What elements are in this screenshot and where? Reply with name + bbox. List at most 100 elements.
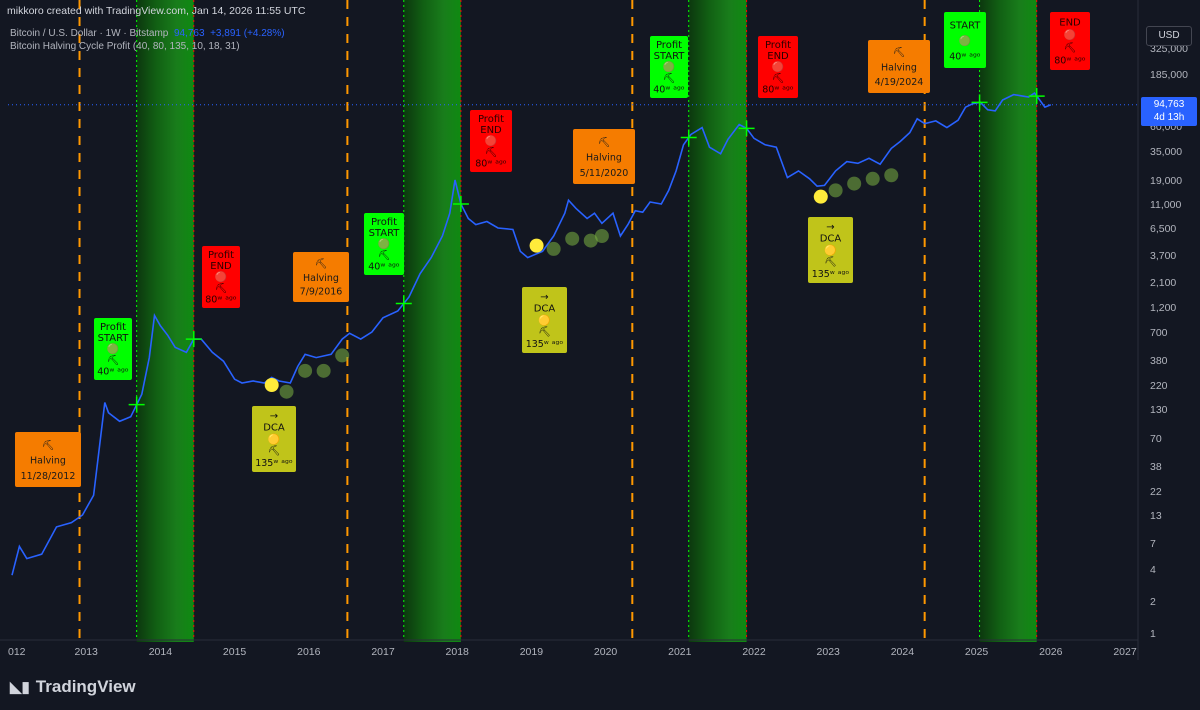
x-tick-label: 2022 <box>742 646 766 658</box>
btc-price-series <box>11 92 1052 576</box>
accumulation-dot <box>583 233 598 248</box>
profit-start-label-text: 40ʷ ᵃᵍᵒ <box>949 52 981 63</box>
halving-label-box <box>293 252 349 302</box>
y-tick-label: 380 <box>1150 355 1168 367</box>
profit-end-label-text: 80ʷ ᵃᵍᵒ <box>1054 55 1086 66</box>
halving-label-box <box>573 129 635 184</box>
profit-start-label-text: 40ʷ ᵃᵍᵒ <box>97 366 129 377</box>
y-tick-label: 6,500 <box>1150 223 1176 235</box>
profit-end-label-text: 🔴 <box>215 270 227 283</box>
profit-start-label-text: 40ʷ ᵃᵍᵒ <box>653 84 685 95</box>
currency-button[interactable]: USD <box>1146 26 1192 46</box>
profit-start-label-text: 🟢 <box>378 237 390 250</box>
footer-bar <box>0 672 1200 710</box>
x-tick-label: 2020 <box>594 646 618 658</box>
profit-end-label-text: 🔴 <box>1064 28 1076 41</box>
profit-start-label-text: START <box>369 228 401 239</box>
profit-zone-band <box>403 0 461 642</box>
dca-label-text: → <box>540 292 548 303</box>
halving-label-box <box>15 432 81 487</box>
x-tick-label: 2016 <box>297 646 321 658</box>
halving-label: ⛏ Halving 4/19/2024 <box>868 40 930 93</box>
profit-start-label-text: ⛏ <box>663 72 676 84</box>
profit-end-label-text: Profit <box>478 114 504 125</box>
accumulation-dot <box>335 348 350 363</box>
profit-zone-band <box>136 0 194 642</box>
y-tick-label: 1,200 <box>1150 302 1176 314</box>
y-tick-label: 7 <box>1150 538 1156 550</box>
profit-start-label: START 🟢 40ʷ ᵃᵍᵒ <box>944 12 986 68</box>
dca-label-text: → <box>826 222 834 233</box>
accumulation-dot <box>594 229 609 244</box>
y-tick-label: 70 <box>1150 433 1162 445</box>
x-tick-label: 2023 <box>817 646 841 658</box>
halving-label-text: ⛏ <box>42 439 55 451</box>
profit-end-label-text: 80ʷ ᵃᵍᵒ <box>205 294 237 305</box>
profit-start-label-text: Profit <box>371 217 397 228</box>
y-tick-label: 2 <box>1150 596 1156 608</box>
halving-label-text: Halving <box>586 153 622 164</box>
dca-label-text: ⛏ <box>824 256 837 268</box>
accumulation-dot <box>298 363 313 378</box>
profit-start-label-text: ⛏ <box>107 354 120 366</box>
y-tick-label: 130 <box>1150 404 1168 416</box>
accumulation-dot <box>279 384 294 399</box>
y-tick-label: 1 <box>1150 628 1156 640</box>
price-tag-value: 94,763 <box>1153 99 1185 110</box>
y-tick-label: 700 <box>1150 327 1168 339</box>
x-tick-label: 2017 <box>371 646 395 658</box>
halving-label-text: Halving <box>881 62 917 73</box>
profit-start-label-box <box>650 36 688 98</box>
y-tick-label: 38 <box>1150 461 1162 473</box>
dca-label-text: ⛏ <box>268 445 281 457</box>
y-tick-label: 4 <box>1150 564 1156 576</box>
current-price-tag: 94,763 4d 13h <box>1141 97 1197 126</box>
dca-label: →DCA🟡⛏135ʷ ᵃᵍᵒ <box>808 217 853 283</box>
dca-label-text: → <box>270 411 278 422</box>
dca-label-text: DCA <box>820 234 842 245</box>
x-tick-label: 2019 <box>520 646 544 658</box>
halving-label-text: Halving <box>30 456 66 467</box>
y-tick-label: 19,000 <box>1150 175 1182 187</box>
y-tick-label: 22 <box>1150 486 1162 498</box>
profit-start-label-box <box>944 12 986 68</box>
dca-label-text: 🟡 <box>824 243 836 256</box>
dca-label-box <box>252 406 296 472</box>
profit-end-label-text: ⛏ <box>772 72 785 84</box>
dca-label-text: 135ʷ ᵃᵍᵒ <box>812 269 850 280</box>
profit-zone-band <box>979 0 1037 642</box>
price-change: +3,891 (+4.28%) <box>210 28 285 39</box>
y-tick-label: 35,000 <box>1150 146 1182 158</box>
dca-label-text: 🟡 <box>268 432 280 445</box>
brand-name: TradingView <box>35 677 136 696</box>
halving-label-text: 5/11/2020 <box>580 168 629 179</box>
dca-label-box <box>808 217 853 283</box>
profit-start-label-text: 40ʷ ᵃᵍᵒ <box>368 261 400 272</box>
profit-end-label-text: END <box>767 51 789 62</box>
tradingview-logo-icon: ◣▮ <box>10 679 30 696</box>
accumulation-dot <box>865 171 880 186</box>
profit-end-label-box <box>758 36 798 98</box>
profit-end-label-text: Profit <box>765 40 791 51</box>
dca-label-text: 🟡 <box>538 313 550 326</box>
profit-end-label-text: Profit <box>208 250 234 261</box>
x-tick-label: 2013 <box>75 646 99 658</box>
halving-label-text: 11/28/2012 <box>21 471 76 482</box>
tradingview-logo[interactable]: ◣▮ TradingView <box>10 677 136 697</box>
halving-label-text: ⛏ <box>893 47 906 59</box>
x-tick-label: 012 <box>8 646 26 658</box>
dca-dot <box>264 378 279 392</box>
halving-label-text: ⛏ <box>598 136 611 148</box>
halving-label-text: 4/19/2024 <box>875 77 924 88</box>
profit-end-label-text: ⛏ <box>485 146 498 158</box>
profit-end-label-box <box>1050 12 1090 70</box>
indicator-name[interactable]: Bitcoin Halving Cycle Profit (40, 80, 13… <box>10 41 240 52</box>
y-tick-label: 2,100 <box>1150 277 1176 289</box>
symbol-name[interactable]: Bitcoin / U.S. Dollar · 1W · Bitstamp <box>10 28 169 39</box>
